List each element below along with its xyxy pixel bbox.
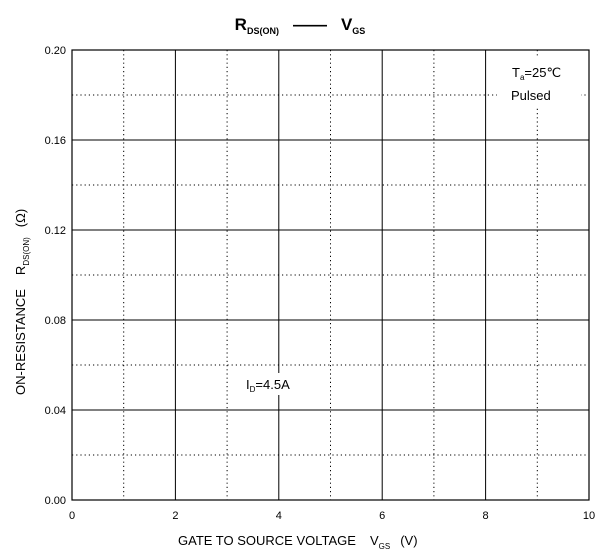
chart-title: RDS(ON) —— VGS: [235, 15, 366, 36]
x-tick-label: 8: [483, 510, 489, 522]
y-tick-label: 0.00: [45, 495, 66, 507]
plot-frame: [71, 49, 590, 501]
x-axis-label: GATE TO SOURCE VOLTAGE VGS (V): [178, 533, 418, 551]
y-tick-labels: 0.00 0.04 0.08 0.12 0.16 0.20: [45, 45, 66, 507]
x-tick-label: 4: [276, 510, 282, 522]
x-tick-label: 10: [583, 510, 595, 522]
minor-grid: [72, 50, 589, 500]
pulsed-annotation: Pulsed: [511, 88, 551, 103]
y-tick-label: 0.20: [45, 45, 66, 57]
y-tick-label: 0.12: [45, 225, 66, 237]
x-tick-label: 2: [172, 510, 178, 522]
y-tick-label: 0.16: [45, 135, 66, 147]
temp-annotation-bg: [497, 58, 581, 106]
y-tick-label: 0.04: [45, 405, 66, 417]
current-annotation: ID=4.5A: [246, 377, 290, 394]
x-tick-label: 6: [379, 510, 385, 522]
current-annotation-bg: [243, 373, 305, 395]
temp-annotation: Ta=25℃: [512, 65, 561, 82]
x-tick-labels: 0 2 4 6 8 10: [69, 510, 595, 522]
y-tick-label: 0.08: [45, 315, 66, 327]
x-tick-label: 0: [69, 510, 75, 522]
y-axis-label: ON-RESISTANCERDS(ON)(Ω): [13, 209, 31, 395]
